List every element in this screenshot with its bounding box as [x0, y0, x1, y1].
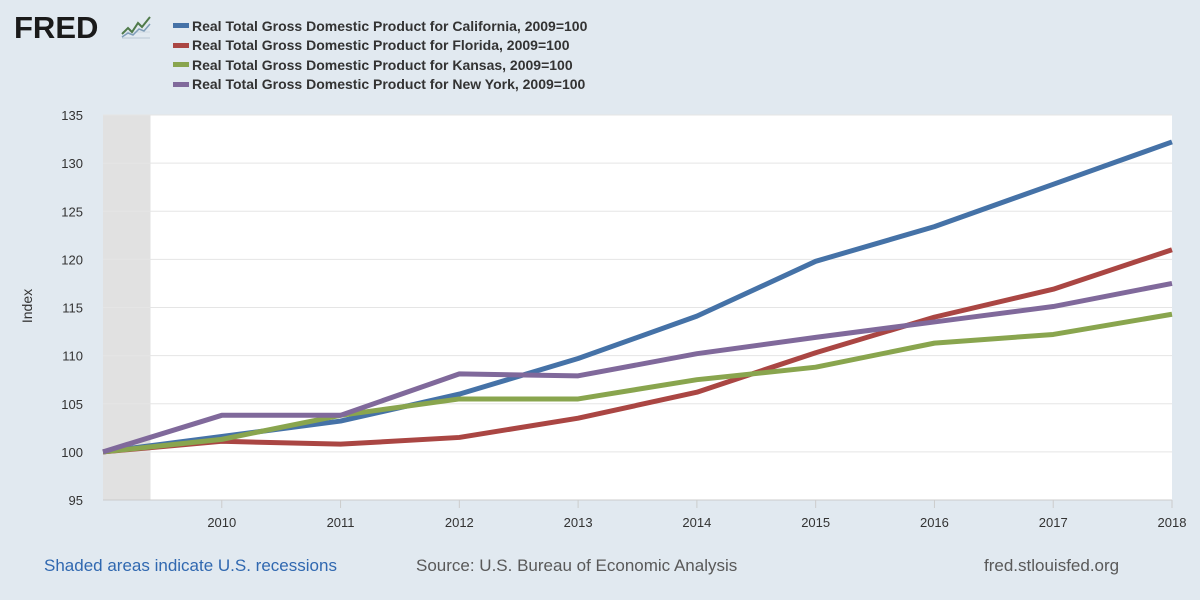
x-tick-label: 2012 — [445, 515, 474, 530]
y-tick-label: 100 — [61, 445, 83, 460]
y-tick-label: 125 — [61, 204, 83, 219]
recessions-note: Shaded areas indicate U.S. recessions — [44, 556, 337, 575]
x-tick-label: 2013 — [564, 515, 593, 530]
site-url[interactable]: fred.stlouisfed.org — [984, 556, 1120, 575]
legend-label: Real Total Gross Domestic Product for Ca… — [192, 17, 588, 34]
legend-label: Real Total Gross Domestic Product for Ne… — [192, 76, 586, 93]
x-tick-label: 2016 — [920, 515, 949, 530]
x-tick-label: 2011 — [327, 515, 355, 530]
y-tick-label: 115 — [62, 301, 83, 316]
legend-item[interactable]: Real Total Gross Domestic Product for Ca… — [173, 16, 587, 36]
legend-swatch — [173, 81, 189, 87]
x-tick-label: 2010 — [207, 515, 236, 530]
x-tick-label: 2018 — [1158, 515, 1187, 530]
x-tick-label: 2017 — [1039, 515, 1068, 530]
legend-item[interactable]: Real Total Gross Domestic Product for Ne… — [173, 75, 587, 95]
series-line-1[interactable] — [102, 247, 1173, 455]
legend-label: Real Total Gross Domestic Product for Ka… — [192, 56, 573, 73]
y-axis-label: Index — [19, 289, 35, 323]
y-tick-label: 105 — [61, 397, 83, 412]
series-line-3[interactable] — [102, 280, 1173, 455]
legend-item[interactable]: Real Total Gross Domestic Product for Fl… — [173, 36, 587, 56]
legend-swatch — [173, 62, 189, 68]
y-tick-label: 120 — [61, 252, 83, 267]
legend-swatch — [173, 42, 189, 48]
y-tick-label: 110 — [62, 349, 83, 364]
x-tick-label: 2014 — [682, 515, 711, 530]
legend-item[interactable]: Real Total Gross Domestic Product for Ka… — [173, 55, 587, 75]
source-note: Source: U.S. Bureau of Economic Analysis — [416, 556, 738, 575]
chart-legend: Real Total Gross Domestic Product for Ca… — [173, 16, 587, 94]
x-tick-label: 2015 — [801, 515, 830, 530]
y-tick-label: 130 — [61, 156, 83, 171]
fred-logo[interactable]: FRED — [14, 10, 99, 45]
series-line-2[interactable] — [102, 311, 1173, 455]
y-tick-label: 135 — [61, 108, 83, 123]
y-tick-label: 95 — [69, 493, 83, 508]
legend-label: Real Total Gross Domestic Product for Fl… — [192, 37, 570, 54]
legend-swatch — [173, 23, 189, 29]
line-chart-icon — [120, 14, 152, 40]
